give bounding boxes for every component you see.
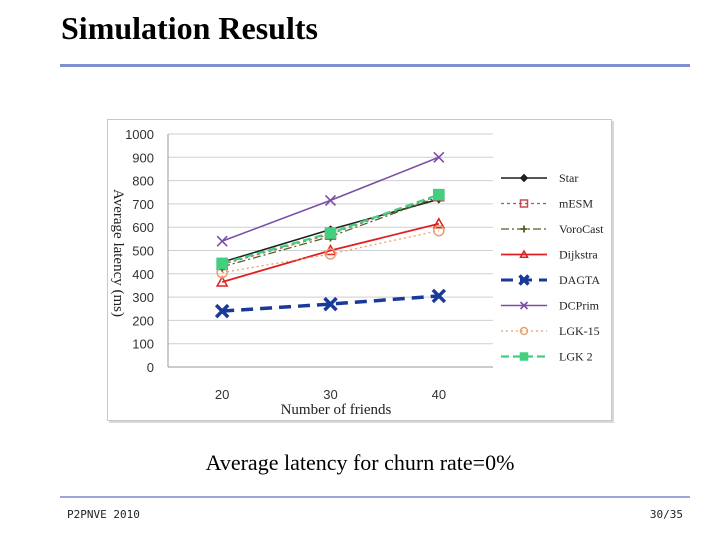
series-line — [222, 294, 439, 313]
data-point — [519, 352, 529, 361]
slide-title: Simulation Results — [61, 10, 318, 46]
legend-label: DCPrim — [559, 299, 600, 313]
data-point — [431, 288, 447, 304]
y-tick-label: 1000 — [125, 127, 154, 142]
legend-label: DAGTA — [559, 273, 600, 287]
series-line — [221, 222, 440, 283]
legend-entry: Dijkstra — [501, 248, 598, 262]
legend-label: mESM — [559, 197, 593, 211]
y-tick-label: 900 — [132, 150, 154, 165]
legend-layer: Star mESM VoroCast Dijkstra DAGTA DCPrim LGK-1… — [501, 171, 604, 364]
data-point — [519, 301, 529, 310]
legend-entry: DAGTA — [501, 273, 600, 287]
y-tick-label: 600 — [132, 220, 154, 235]
data-point — [519, 199, 529, 208]
data-point — [324, 194, 337, 206]
title-divider — [60, 64, 690, 67]
data-point — [433, 151, 445, 163]
data-point — [519, 249, 529, 259]
data-point — [215, 275, 229, 287]
y-tick-label: 500 — [132, 244, 154, 259]
data-point — [214, 303, 230, 319]
page-number: 30/35 — [649, 508, 683, 521]
series-lgk-2 — [216, 188, 445, 270]
legend-entry: Star — [501, 171, 578, 185]
data-point — [216, 257, 228, 270]
y-tick-label: 200 — [132, 313, 154, 328]
legend-label: Dijkstra — [559, 248, 598, 262]
legend-entry: LGK-15 — [501, 324, 600, 338]
series-layer — [214, 151, 447, 319]
data-point — [324, 227, 337, 239]
legend-label: LGK 2 — [559, 350, 593, 364]
data-point — [519, 173, 529, 183]
series-dcprim — [216, 151, 445, 247]
x-tick-label: 30 — [323, 387, 337, 402]
legend-label: LGK-15 — [559, 324, 600, 338]
legend-entry: mESM — [501, 197, 593, 211]
data-point — [519, 326, 529, 336]
data-point — [323, 296, 338, 312]
x-axis-title: Number of friends — [281, 402, 392, 418]
y-tick-label: 400 — [132, 267, 154, 282]
data-point — [216, 235, 228, 247]
y-tick-label: 100 — [132, 337, 154, 352]
chart-caption: Average latency for churn rate=0% — [205, 450, 515, 475]
data-point — [518, 274, 530, 286]
x-tick-label: 20 — [215, 387, 229, 402]
y-tick-label: 800 — [132, 174, 154, 189]
series-dagta — [214, 288, 447, 319]
data-point — [433, 224, 445, 237]
legend-entry: LGK 2 — [501, 350, 593, 364]
series-line — [221, 195, 440, 266]
legend-entry: VoroCast — [501, 222, 604, 236]
series-line — [222, 230, 439, 274]
axis-layer: 0 100 200 300 400 500 600 700 800 900 1000 20 30 40 — [125, 127, 493, 402]
data-point — [324, 248, 337, 260]
series-lgk-15 — [216, 224, 445, 279]
data-point — [432, 217, 446, 229]
y-tick-label: 300 — [132, 290, 154, 305]
chart-frame: 0 100 200 300 400 500 600 700 800 900 1000 20 30 40 S… — [107, 119, 612, 421]
series-dijkstra — [215, 217, 446, 287]
y-tick-label: 0 — [147, 360, 154, 375]
legend-label: Star — [559, 171, 578, 185]
data-point — [433, 188, 445, 201]
y-axis-title: Average latency (ms) — [110, 189, 126, 317]
latency-line-chart: 0 100 200 300 400 500 600 700 800 900 1000 20 30 40 S… — [110, 127, 604, 418]
data-point — [520, 225, 528, 233]
x-tick-label: 40 — [432, 387, 446, 402]
legend-label: VoroCast — [559, 222, 604, 236]
footer-event-label: P2PNVE 2010 — [67, 508, 140, 521]
legend-entry: DCPrim — [501, 299, 600, 313]
y-tick-label: 700 — [132, 197, 154, 212]
footer-divider — [60, 496, 690, 498]
